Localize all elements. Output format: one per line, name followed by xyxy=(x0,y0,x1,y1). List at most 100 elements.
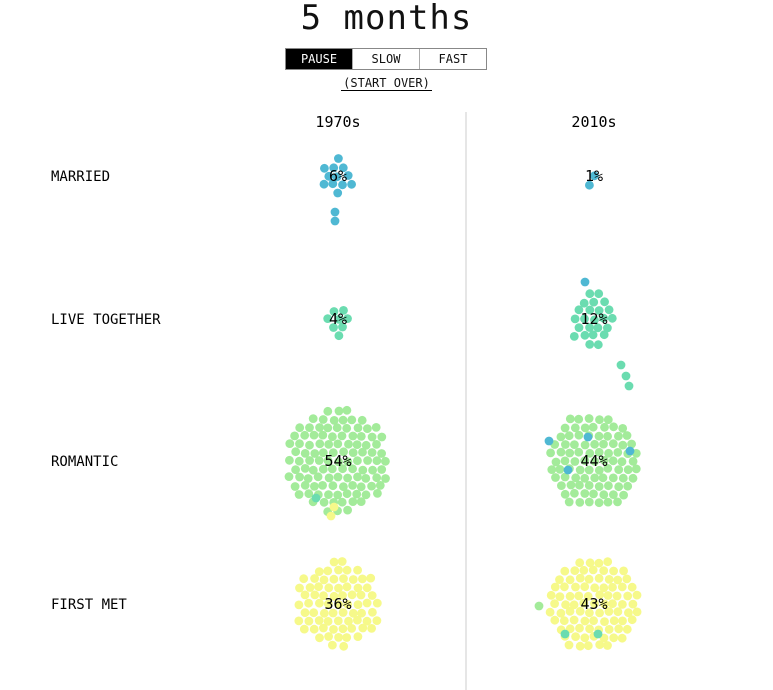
dot-2010s-romantic xyxy=(628,473,638,483)
dot-2010s-first-met xyxy=(603,591,613,600)
dot-in-transit xyxy=(330,216,340,226)
dot-2010s-romantic xyxy=(580,440,590,450)
dot-2010s-first-met xyxy=(594,558,604,568)
dot-2010s-first-met xyxy=(632,590,642,600)
dot-1970s-first-met xyxy=(357,608,366,618)
dot-1970s-first-met xyxy=(337,557,347,566)
dot-1970s-romantic xyxy=(367,481,376,491)
dot-2010s-first-met xyxy=(588,565,598,575)
dot-1970s-first-met xyxy=(356,590,366,600)
dot-2010s-romantic xyxy=(575,465,585,475)
dot-2010s-live-together xyxy=(594,306,604,315)
dot-2010s-first-met xyxy=(550,582,560,592)
dot-2010s-first-met xyxy=(589,616,598,626)
dot-2010s-romantic xyxy=(580,473,590,483)
dot-2010s-romantic xyxy=(603,464,613,473)
slow-button[interactable]: SLOW xyxy=(353,49,420,69)
dot-1970s-married xyxy=(338,180,347,190)
dot-1970s-romantic xyxy=(318,448,328,458)
dot-1970s-first-met xyxy=(342,565,352,575)
dot-1970s-first-met xyxy=(294,616,304,626)
dot-1970s-romantic xyxy=(295,423,305,433)
dot-2010s-romantic xyxy=(594,498,604,508)
dot-1970s-first-met xyxy=(319,591,328,601)
dot-1970s-first-met xyxy=(314,616,324,625)
dot-1970s-romantic xyxy=(361,440,371,450)
dot-1970s-first-met xyxy=(305,583,315,592)
dot-1970s-romantic xyxy=(305,456,314,465)
dot-1970s-romantic xyxy=(291,447,301,457)
dot-2010s-romantic xyxy=(603,415,613,425)
dot-2010s-romantic xyxy=(594,447,604,457)
dot-1970s-romantic xyxy=(290,431,299,441)
dot-2010s-romantic xyxy=(557,481,566,490)
dot-2010s-romantic xyxy=(608,439,618,449)
dot-1970s-first-met xyxy=(334,600,343,609)
dot-in-transit xyxy=(563,465,573,475)
dot-in-transit xyxy=(583,432,593,442)
dot-2010s-romantic xyxy=(619,490,628,500)
dot-2010s-romantic xyxy=(584,497,594,507)
dot-1970s-romantic xyxy=(323,456,333,466)
dot-2010s-romantic xyxy=(599,439,608,449)
dot-1970s-romantic xyxy=(324,473,334,483)
dot-1970s-live-together xyxy=(329,323,338,332)
dot-1970s-romantic xyxy=(367,432,377,442)
dot-2010s-first-met xyxy=(622,574,632,584)
dot-1970s-romantic xyxy=(348,431,358,441)
dot-1970s-first-met xyxy=(372,616,382,625)
dot-2010s-romantic xyxy=(565,448,575,458)
dot-1970s-romantic xyxy=(318,430,328,440)
dot-2010s-first-met xyxy=(599,583,609,593)
dot-2010s-first-met xyxy=(617,633,627,643)
dot-2010s-romantic xyxy=(566,480,576,490)
dot-2010s-romantic xyxy=(600,422,609,432)
pct-1970s-married: 6% xyxy=(329,167,347,185)
dot-2010s-first-met xyxy=(561,600,570,610)
dot-1970s-live-together xyxy=(338,322,347,332)
fast-button[interactable]: FAST xyxy=(438,52,468,66)
dot-2010s-romantic xyxy=(617,457,627,467)
pct-1970s-first-met: 36% xyxy=(324,595,351,613)
dot-2010s-romantic xyxy=(604,448,613,458)
dot-2010s-live-together xyxy=(585,305,595,315)
dot-1970s-first-met xyxy=(328,608,338,618)
dot-2010s-first-met xyxy=(580,616,590,626)
dot-1970s-romantic xyxy=(328,432,337,442)
dot-1970s-romantic xyxy=(334,457,343,467)
dot-2010s-first-met xyxy=(570,566,580,575)
dot-2010s-live-together xyxy=(585,340,595,349)
dot-in-transit xyxy=(534,601,544,611)
dot-1970s-romantic xyxy=(356,482,366,492)
dot-1970s-married xyxy=(320,163,329,173)
dot-1970s-romantic xyxy=(372,440,381,449)
dot-1970s-romantic xyxy=(339,447,348,457)
dot-2010s-live-together xyxy=(589,297,599,307)
dot-2010s-romantic xyxy=(560,423,570,433)
dot-2010s-romantic xyxy=(614,465,624,474)
start-over-wrap: (START OVER) xyxy=(0,76,773,91)
dot-1970s-first-met xyxy=(353,632,363,641)
dot-1970s-live-together xyxy=(334,331,344,341)
dot-2010s-first-met xyxy=(579,598,589,608)
dot-2010s-romantic xyxy=(565,414,575,424)
dot-2010s-first-met xyxy=(565,591,575,601)
dot-1970s-married xyxy=(332,172,342,182)
dot-1970s-romantic xyxy=(329,416,339,425)
pause-button[interactable]: PAUSE xyxy=(286,49,353,69)
dot-1970s-first-met xyxy=(367,624,376,633)
pct-2010s-live-together: 12% xyxy=(580,310,607,328)
dot-1970s-first-met xyxy=(314,567,324,576)
dot-1970s-romantic xyxy=(363,456,372,465)
start-over-link[interactable]: (START OVER) xyxy=(341,76,432,91)
dot-1970s-first-met xyxy=(329,625,338,634)
dot-1970s-first-met xyxy=(294,600,304,610)
speed-controls: PAUSE SLOW FAST xyxy=(285,48,487,70)
dot-1970s-first-met xyxy=(323,617,333,626)
dot-2010s-first-met xyxy=(585,608,594,618)
dot-1970s-live-together xyxy=(323,314,333,323)
dot-2010s-first-met xyxy=(618,616,627,626)
dot-2010s-first-met xyxy=(574,591,584,601)
dot-1970s-first-met xyxy=(362,616,372,626)
